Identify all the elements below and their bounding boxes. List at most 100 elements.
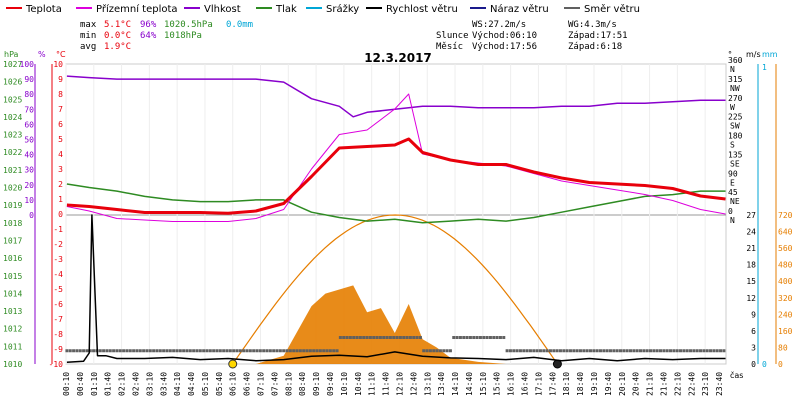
wind-direction-mark [295,349,299,353]
wind-tick-label: 27 [746,211,756,220]
wind-direction-mark [652,349,656,353]
wind-direction-mark [68,349,72,353]
wind-direction-mark [525,349,529,353]
direction-tick-label: 225 [728,113,743,122]
celsius-tick-label: 1 [58,195,63,204]
grid [65,64,706,364]
wind-direction-series [65,336,726,353]
radiation-tick-label: 160 [778,327,793,336]
wind-direction-mark [375,336,379,340]
direction-tick-label: 180 [728,132,743,141]
wind-direction-mark [472,336,476,340]
wind-direction-mark [285,349,289,353]
percent-tick-label: 60 [24,120,34,129]
stats-max-hum: 96% [140,20,157,30]
wind-direction-mark [662,349,666,353]
wind-direction-mark [715,349,719,353]
stats-max-press: 1020.5hPa [164,20,213,30]
percent-tick-label: 10 [24,196,34,205]
wind-direction-mark [682,349,686,353]
direction-name-label: SW [730,122,740,131]
wind-direction-mark [505,349,509,353]
celsius-tick-label: -10 [49,360,64,369]
wind-direction-mark [335,349,339,353]
wind-direction-mark [565,349,569,353]
wind-direction-mark [288,349,292,353]
wind-direction-mark [635,349,639,353]
percent-tick-label: 90 [24,75,34,84]
wind-direction-mark [512,349,516,353]
axis-unit-hpa: hPa [4,50,19,59]
wind-direction-mark [485,336,489,340]
series-rychlost-v-tru [66,214,726,364]
x-tick-label: 08:10 [284,372,293,396]
wind-direction-mark [262,349,266,353]
chart-title: 12.3.2017 [364,51,432,65]
hpa-tick-label: 1015 [3,272,22,281]
x-tick-label: 21:40 [659,372,668,396]
wind-direction-mark [532,349,536,353]
percent-tick-label: 100 [20,60,35,69]
wind-direction-mark [115,349,119,353]
wind-tick-label: 15 [746,277,756,286]
stats-min-temp: 0.0°C [104,31,131,41]
wind-direction-mark [702,349,706,353]
info-block: WS:27.2m/s WG:4.3m/s Slunce Východ:06:10… [436,20,628,52]
wind-direction-mark [98,349,102,353]
stats-max-temp: 5.1°C [104,20,131,30]
x-tick-label: 11:10 [368,372,377,396]
wind-direction-mark [82,349,86,353]
direction-name-label: SE [730,159,740,168]
wind-direction-mark [105,349,109,353]
hpa-tick-label: 1021 [3,166,22,175]
wind-direction-mark [258,349,262,353]
x-tick-label: 16:40 [521,372,530,396]
wind-direction-mark [712,349,716,353]
direction-name-label: S [730,141,735,150]
percent-tick-label: 50 [24,136,34,145]
x-tick-label: 20:40 [632,372,641,396]
wind-direction-mark [432,349,436,353]
wind-direction-mark [245,349,249,353]
wind-direction-mark [422,349,426,353]
radiation-tick-label: 240 [778,310,793,319]
x-tick-label: 03:10 [145,372,154,396]
wind-direction-mark [225,349,229,353]
wind-direction-mark [362,336,366,340]
legend-label-teplota: Teplota [25,4,62,15]
percent-tick-label: 40 [24,151,34,160]
legend-label-rychlost-vetru: Rychlost větru [386,3,458,15]
hpa-tick-label: 1023 [3,131,22,140]
wind-direction-mark [632,349,636,353]
radiation-tick-label: 480 [778,261,793,270]
wind-direction-mark [548,349,552,353]
wind-direction-mark [448,349,452,353]
series-teplota [66,137,726,215]
celsius-tick-label: -4 [53,270,63,279]
wind-direction-mark [655,349,659,353]
wind-direction-mark [495,336,499,340]
info-ws: WS:27.2m/s [472,20,526,30]
wind-direction-mark [282,349,286,353]
wind-direction-mark [72,349,76,353]
sunrise-marker [228,359,238,369]
celsius-tick-label: 8 [58,90,63,99]
wind-direction-mark [148,349,152,353]
x-tick-label: 01:10 [90,372,99,396]
x-tick-label: 19:40 [604,372,613,396]
celsius-tick-label: 3 [58,165,63,174]
hpa-tick-label: 1011 [3,342,22,351]
wind-direction-mark [358,336,362,340]
wind-direction-mark [272,349,276,353]
wind-direction-mark [709,349,713,353]
stats-min-press: 1018hPa [164,31,202,41]
x-tick-label: 07:40 [270,372,279,396]
legend-label-srazky: Srážky [326,3,359,15]
x-tick-label: 12:10 [395,372,404,396]
wind-direction-mark [705,349,709,353]
wind-direction-mark [722,349,726,353]
x-tick-label: 23:40 [715,372,724,396]
x-tick-label: 03:40 [159,372,168,396]
celsius-tick-label: 4 [58,150,63,159]
info-sunrise: Východ:06:10 [472,31,537,41]
